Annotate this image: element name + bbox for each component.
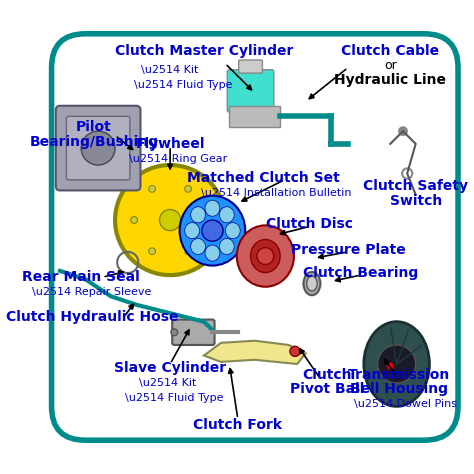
Circle shape: [160, 210, 181, 231]
Circle shape: [171, 329, 178, 336]
FancyBboxPatch shape: [56, 106, 140, 191]
Ellipse shape: [219, 207, 234, 223]
Ellipse shape: [307, 276, 317, 291]
Text: Clutch: Clutch: [302, 368, 352, 382]
Text: Flywheel: Flywheel: [136, 137, 205, 151]
Text: Clutch Cable: Clutch Cable: [341, 44, 439, 58]
Text: Clutch Safety: Clutch Safety: [363, 179, 468, 193]
Circle shape: [290, 346, 300, 356]
Circle shape: [131, 217, 137, 223]
Text: or: or: [384, 59, 397, 72]
Ellipse shape: [191, 207, 206, 223]
Text: \u2514 Dowel Pins: \u2514 Dowel Pins: [354, 399, 456, 409]
Text: Bearing/Bushing: Bearing/Bushing: [29, 135, 158, 149]
FancyBboxPatch shape: [227, 70, 274, 112]
Circle shape: [185, 248, 191, 255]
Text: Pivot Ball: Pivot Ball: [290, 383, 364, 396]
Text: Rear Main Seal: Rear Main Seal: [22, 270, 140, 284]
FancyBboxPatch shape: [66, 116, 130, 180]
Ellipse shape: [303, 272, 320, 295]
Text: Switch: Switch: [390, 194, 442, 208]
Polygon shape: [204, 341, 306, 364]
Text: \u2514 Fluid Type: \u2514 Fluid Type: [125, 393, 224, 403]
Circle shape: [387, 363, 394, 370]
Text: Matched Clutch Set: Matched Clutch Set: [187, 171, 340, 185]
Text: Clutch Disc: Clutch Disc: [266, 217, 353, 231]
FancyBboxPatch shape: [172, 319, 215, 345]
Ellipse shape: [185, 223, 200, 239]
Text: Clutch Bearing: Clutch Bearing: [303, 266, 418, 280]
Circle shape: [149, 185, 155, 192]
Text: Clutch Master Cylinder: Clutch Master Cylinder: [115, 44, 293, 58]
Ellipse shape: [219, 238, 234, 255]
FancyBboxPatch shape: [239, 60, 263, 73]
Ellipse shape: [205, 200, 220, 216]
Circle shape: [81, 131, 115, 165]
Ellipse shape: [237, 225, 294, 287]
Circle shape: [149, 248, 155, 255]
Text: \u2514 Fluid Type: \u2514 Fluid Type: [134, 80, 232, 90]
Text: Slave Cylinder: Slave Cylinder: [114, 361, 226, 375]
Circle shape: [378, 345, 416, 383]
Text: Clutch Hydraulic Hose: Clutch Hydraulic Hose: [6, 310, 178, 324]
Circle shape: [257, 247, 274, 264]
Text: Pilot: Pilot: [76, 120, 112, 134]
Ellipse shape: [180, 196, 245, 265]
Ellipse shape: [191, 238, 206, 255]
Text: \u2514 Installation Bulletin: \u2514 Installation Bulletin: [201, 188, 351, 198]
Text: \u2514 Kit: \u2514 Kit: [139, 378, 197, 388]
Text: Transmission: Transmission: [347, 368, 450, 382]
Circle shape: [202, 220, 223, 241]
Ellipse shape: [251, 239, 280, 273]
FancyBboxPatch shape: [229, 106, 280, 127]
Ellipse shape: [205, 245, 220, 261]
Text: Bell Housing: Bell Housing: [350, 383, 448, 396]
Circle shape: [115, 165, 225, 275]
Ellipse shape: [225, 223, 240, 239]
Text: \u2514 Ring Gear: \u2514 Ring Gear: [129, 154, 228, 164]
Text: Hydraulic Line: Hydraulic Line: [334, 73, 447, 87]
Circle shape: [185, 185, 191, 192]
Ellipse shape: [364, 322, 429, 406]
Circle shape: [203, 217, 210, 223]
Text: \u2514 Kit: \u2514 Kit: [141, 65, 199, 75]
Text: \u2514 Repair Sleeve: \u2514 Repair Sleeve: [32, 287, 152, 297]
Circle shape: [399, 127, 407, 136]
Text: Clutch Fork: Clutch Fork: [193, 419, 283, 432]
Text: Pressure Plate: Pressure Plate: [291, 243, 405, 257]
